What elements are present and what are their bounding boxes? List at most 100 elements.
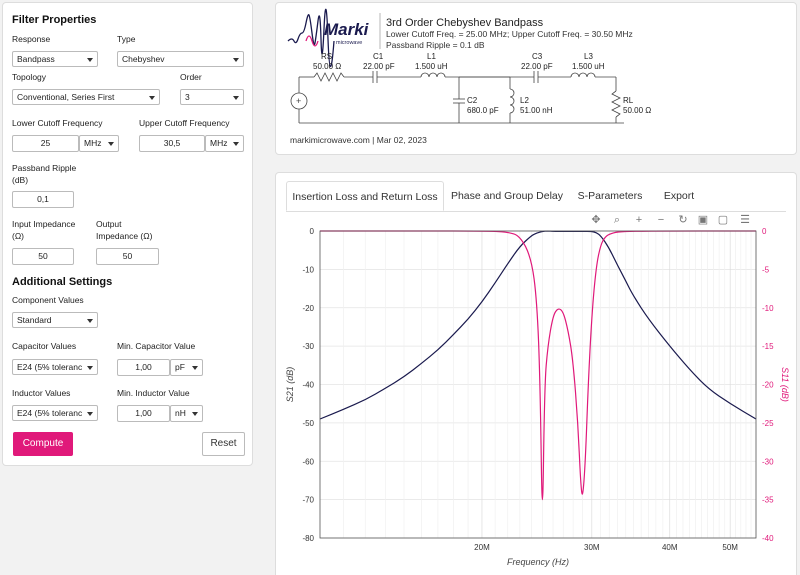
- chevron-down-icon: [87, 58, 93, 62]
- tab-phase-group-delay[interactable]: Phase and Group Delay: [450, 190, 564, 202]
- l1-name: L1: [427, 52, 436, 61]
- chevron-down-icon: [192, 412, 198, 416]
- s11-tick-label: -30: [762, 457, 774, 466]
- schematic-footer: markimicrowave.com | Mar 02, 2023: [290, 135, 427, 145]
- s21-tick-label: -40: [302, 381, 314, 390]
- upper-cutoff-input[interactable]: 30,5: [139, 135, 205, 152]
- s11-tick-label: -40: [762, 534, 774, 543]
- s11-tick-label: -25: [762, 419, 774, 428]
- lower-cutoff-unit: MHz: [84, 138, 102, 148]
- hover-tooltip-icon[interactable]: ▢: [717, 214, 729, 226]
- c1-value: 22.00 pF: [363, 62, 395, 71]
- zoom-out-icon[interactable]: −: [657, 214, 665, 226]
- response-select[interactable]: Bandpass: [12, 51, 98, 67]
- inductor-values-label: Inductor Values: [12, 388, 71, 398]
- input-impedance-input[interactable]: 50: [12, 248, 74, 265]
- pan-icon[interactable]: ✥: [591, 214, 601, 226]
- schematic-panel: Marki microwave 3rd Order Chebyshev Band…: [275, 2, 797, 155]
- reset-button[interactable]: Reset: [202, 432, 245, 456]
- svg-text:+: +: [296, 96, 301, 106]
- passband-ripple-input[interactable]: 0,1: [12, 191, 74, 208]
- s11-tick-label: -35: [762, 496, 774, 505]
- tab-export[interactable]: Export: [663, 190, 695, 202]
- passband-ripple-unit-label: (dB): [12, 175, 29, 185]
- topology-select[interactable]: Conventional, Series First: [12, 89, 160, 105]
- c3-name: C3: [532, 52, 543, 61]
- tab-insertion-loss[interactable]: Insertion Loss and Return Loss: [286, 181, 444, 211]
- type-select[interactable]: Chebyshev: [117, 51, 244, 67]
- chevron-down-icon: [192, 366, 198, 370]
- s21-axis-ticks: 0 -10 -20 -30 -40 -50 -60 -70 -80: [302, 227, 314, 543]
- min-capacitor-label: Min. Capacitor Value: [117, 341, 196, 351]
- type-label: Type: [117, 34, 136, 44]
- lower-cutoff-unit-select[interactable]: MHz: [79, 135, 119, 152]
- s11-tick-label: -10: [762, 304, 774, 313]
- capacitor-values-select[interactable]: E24 (5% toleranc: [12, 359, 98, 375]
- s21-tick-label: -20: [302, 304, 314, 313]
- s11-axis-ticks: 0 -5 -10 -15 -20 -25 -30 -35 -40: [762, 227, 774, 543]
- s21-tick-label: -10: [302, 265, 314, 274]
- logo-text: Marki: [324, 20, 370, 39]
- upper-cutoff-label: Upper Cutoff Frequency: [139, 118, 230, 128]
- s21-tick-label: 0: [310, 227, 315, 236]
- schematic-line2: Passband Ripple = 0.1 dB: [386, 40, 485, 50]
- y-axis-right-label: S11 (dB): [780, 367, 790, 402]
- rl-name: RL: [623, 96, 634, 105]
- chevron-down-icon: [87, 366, 93, 370]
- l3-value: 1.500 uH: [572, 62, 605, 71]
- upper-cutoff-unit: MHz: [210, 138, 228, 148]
- chevron-down-icon: [233, 58, 239, 62]
- zoom-in-icon[interactable]: +: [635, 214, 643, 226]
- component-values-select[interactable]: Standard: [12, 312, 98, 328]
- rs-name: RS: [321, 52, 332, 61]
- reset-view-icon[interactable]: ↻: [678, 214, 688, 226]
- topology-value: Conventional, Series First: [17, 92, 115, 102]
- chart-plot: 0 -10 -20 -30 -40 -50 -60 -70 -80 0 -5 -10 -15 -20 -2…: [285, 227, 790, 567]
- c1-name: C1: [373, 52, 384, 61]
- order-select[interactable]: 3: [180, 89, 244, 105]
- c2-name: C2: [467, 96, 478, 105]
- lower-cutoff-input[interactable]: 25: [12, 135, 79, 152]
- min-inductor-unit-select[interactable]: nH: [170, 405, 203, 422]
- min-capacitor-unit: pF: [175, 362, 185, 372]
- chevron-down-icon: [87, 319, 93, 323]
- marki-logo: Marki microwave: [287, 8, 370, 67]
- x-tick-label: 50M: [722, 543, 738, 552]
- component-values-label: Component Values: [12, 295, 84, 305]
- input-impedance-label: Input Impedance: [12, 219, 76, 229]
- lower-cutoff-label: Lower Cutoff Frequency: [12, 118, 103, 128]
- filter-properties-title: Filter Properties: [12, 14, 97, 26]
- chevron-down-icon: [233, 142, 239, 146]
- order-value: 3: [185, 92, 190, 102]
- additional-settings-title: Additional Settings: [12, 276, 113, 288]
- topology-label: Topology: [12, 72, 47, 82]
- output-impedance-label-2: Impedance (Ω): [96, 231, 153, 241]
- s11-tick-label: -20: [762, 381, 774, 390]
- l2-value: 51.00 nH: [520, 106, 553, 115]
- inductor-values-select[interactable]: E24 (5% toleranc: [12, 405, 98, 421]
- l3-name: L3: [584, 52, 593, 61]
- s21-tick-label: -50: [302, 419, 314, 428]
- input-impedance-unit-label: (Ω): [12, 231, 25, 241]
- upper-cutoff-unit-select[interactable]: MHz: [205, 135, 244, 152]
- x-tick-label: 20M: [474, 543, 490, 552]
- output-impedance-input[interactable]: 50: [96, 248, 159, 265]
- min-inductor-input[interactable]: 1,00: [117, 405, 170, 422]
- tab-divider: [286, 211, 786, 212]
- save-icon[interactable]: ▣: [697, 214, 709, 226]
- compute-button[interactable]: Compute: [13, 432, 73, 456]
- min-capacitor-unit-select[interactable]: pF: [170, 359, 203, 376]
- schematic-title: 3rd Order Chebyshev Bandpass: [386, 17, 544, 29]
- min-capacitor-input[interactable]: 1,00: [117, 359, 170, 376]
- l2-name: L2: [520, 96, 529, 105]
- schematic-svg: Marki microwave 3rd Order Chebyshev Band…: [287, 8, 651, 145]
- comment-icon[interactable]: ☰: [740, 214, 750, 226]
- tab-s-parameters[interactable]: S-Parameters: [577, 190, 643, 202]
- c3-value: 22.00 pF: [521, 62, 553, 71]
- x-axis-label: Frequency (Hz): [507, 557, 569, 567]
- rs-value: 50.00 Ω: [313, 62, 341, 71]
- chevron-down-icon: [149, 96, 155, 100]
- component-values-value: Standard: [17, 315, 52, 325]
- min-inductor-label: Min. Inductor Value: [117, 388, 190, 398]
- zoom-box-icon[interactable]: ⌕: [613, 214, 621, 226]
